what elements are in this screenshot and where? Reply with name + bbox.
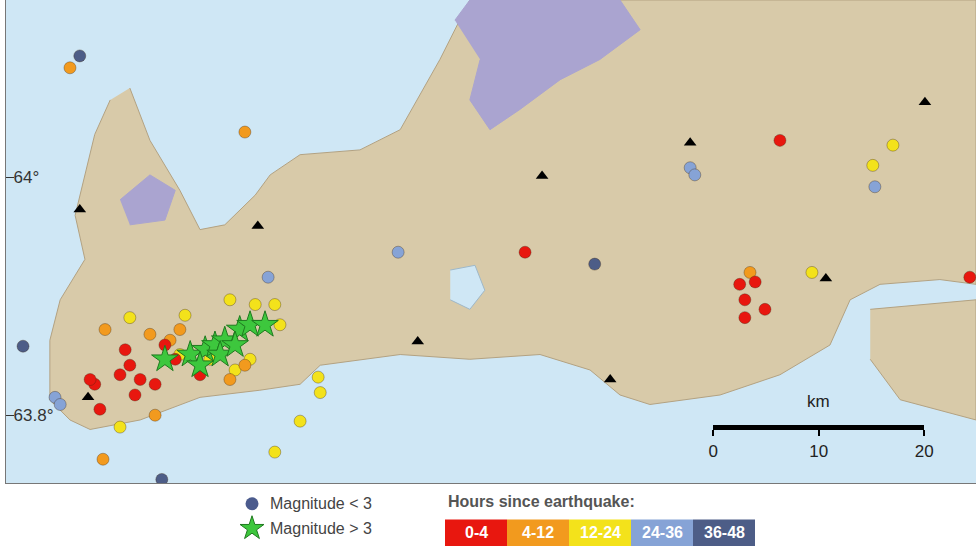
svg-text:10: 10 [809,442,828,461]
svg-text:24-36: 24-36 [642,524,683,541]
svg-text:4-12: 4-12 [522,524,554,541]
svg-text:64°: 64° [14,168,40,187]
svg-text:20: 20 [915,442,934,461]
svg-text:Hours since earthquake:: Hours since earthquake: [448,493,635,510]
svg-text:63.8°: 63.8° [14,406,54,425]
svg-text:12-24: 12-24 [580,524,621,541]
svg-text:0: 0 [708,442,717,461]
svg-text:km: km [807,392,830,411]
svg-text:Magnitude > 3: Magnitude > 3 [270,520,372,537]
svg-text:36-48: 36-48 [704,524,745,541]
svg-text:Magnitude < 3: Magnitude < 3 [270,495,372,512]
svg-text:0-4: 0-4 [465,524,488,541]
